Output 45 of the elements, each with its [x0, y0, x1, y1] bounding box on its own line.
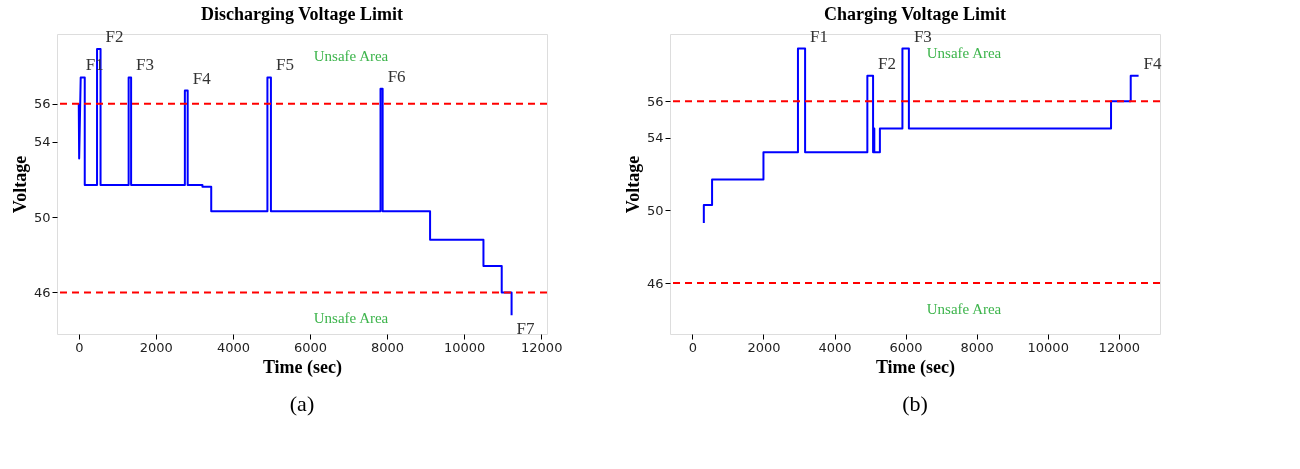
annotation: F3: [913, 26, 932, 46]
y-tick-label: 54: [646, 130, 664, 146]
annotation: F4: [192, 68, 212, 88]
annotation: F5: [275, 55, 294, 75]
x-tick-label: 6000: [293, 339, 328, 355]
x-tick-label: 4000: [216, 339, 250, 355]
annotation: F3: [136, 55, 155, 75]
x-tick-label: 0: [75, 339, 84, 355]
x-tick-label: 12000: [1098, 339, 1140, 355]
x-tick-label: 10000: [443, 339, 486, 355]
y-axis-title: Voltage: [9, 155, 30, 214]
y-tick-label: 50: [646, 202, 664, 218]
x-tick-label: 2000: [747, 339, 781, 355]
ref-line-label: Unsafe Area: [313, 310, 389, 327]
x-tick-label: 8000: [371, 339, 405, 355]
x-tick-label: 8000: [960, 339, 994, 355]
y-tick-label: 56: [33, 96, 51, 112]
y-tick-label: 50: [33, 209, 51, 225]
x-tick-label: 4000: [818, 339, 852, 355]
x-tick-label: 6000: [889, 339, 923, 355]
chart-title: Discharging Voltage Limit: [200, 4, 404, 25]
annotation: F6: [387, 66, 406, 86]
annotation: F2: [878, 53, 897, 73]
x-axis-title: Time (sec): [875, 356, 956, 378]
y-tick-label: 56: [646, 93, 664, 109]
chart-title: Charging Voltage Limit: [823, 3, 1007, 24]
x-axis-title: Time (sec): [262, 356, 343, 378]
text: (a): [289, 391, 315, 416]
annotation: F7: [516, 319, 536, 339]
annotation: F4: [1143, 53, 1163, 73]
text: (b): [902, 391, 928, 416]
x-tick-label: 2000: [139, 339, 173, 355]
x-tick-label: 0: [688, 339, 698, 355]
x-tick-label: 10000: [1027, 339, 1069, 355]
line-series: [702, 47, 1140, 225]
y-tick-label: 46: [646, 275, 664, 291]
annotation: F2: [105, 27, 124, 47]
annotation: F1: [810, 26, 829, 46]
x-tick-label: 12000: [521, 339, 563, 355]
y-axis-title: Voltage: [622, 155, 643, 214]
y-tick-label: 54: [33, 134, 51, 150]
ref-line-label: Unsafe Area: [926, 45, 1002, 62]
ref-line-label: Unsafe Area: [313, 47, 389, 64]
y-tick-label: 46: [33, 284, 51, 300]
ref-line-label: Unsafe Area: [926, 301, 1002, 318]
